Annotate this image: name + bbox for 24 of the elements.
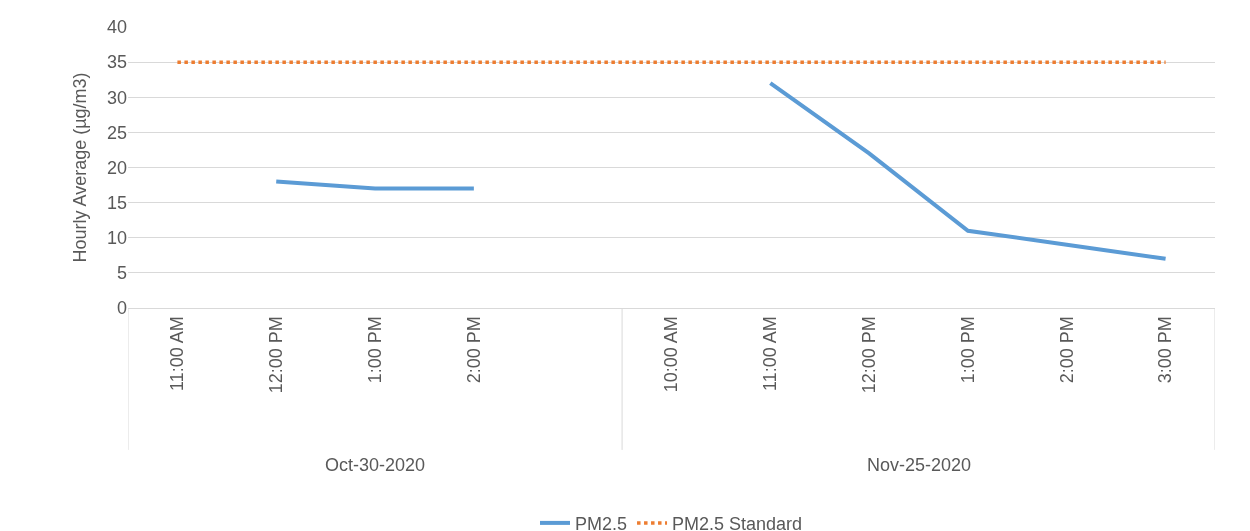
y-tick-label: 15 — [106, 192, 127, 213]
x-tick-label: 1:00 PM — [957, 316, 978, 384]
x-tick-label: 1:00 PM — [364, 316, 385, 384]
y-tick-label: 5 — [116, 263, 127, 284]
y-axis-title: Hourly Average (µg/m3) — [70, 72, 91, 263]
x-tick-label: 12:00 PM — [858, 316, 879, 394]
x-tick-label: 10:00 AM — [661, 316, 682, 393]
text: Oct-30-2020 — [325, 455, 426, 475]
y-tick-label: 30 — [106, 87, 127, 108]
y-tick-label: 25 — [106, 122, 127, 143]
x-tick-label: 11:00 AM — [167, 316, 188, 391]
y-tick-label: 10 — [106, 228, 127, 249]
y-tick-label: 0 — [116, 298, 127, 319]
x-tick-label: 3:00 PM — [1155, 316, 1176, 384]
legend-label: PM2.5 Standard — [672, 513, 803, 531]
legend-label: PM2.5 — [575, 513, 628, 531]
x-tick-label: 2:00 PM — [1056, 316, 1077, 384]
x-tick-label: 12:00 PM — [266, 316, 287, 394]
y-tick-label: 35 — [106, 52, 127, 73]
x-tick-label: 11:00 AM — [760, 316, 781, 391]
x-tick-label: 2:00 PM — [463, 316, 484, 384]
y-tick-label: 20 — [106, 157, 127, 178]
text: Nov-25-2020 — [867, 455, 972, 475]
y-tick-label: 40 — [106, 17, 127, 38]
